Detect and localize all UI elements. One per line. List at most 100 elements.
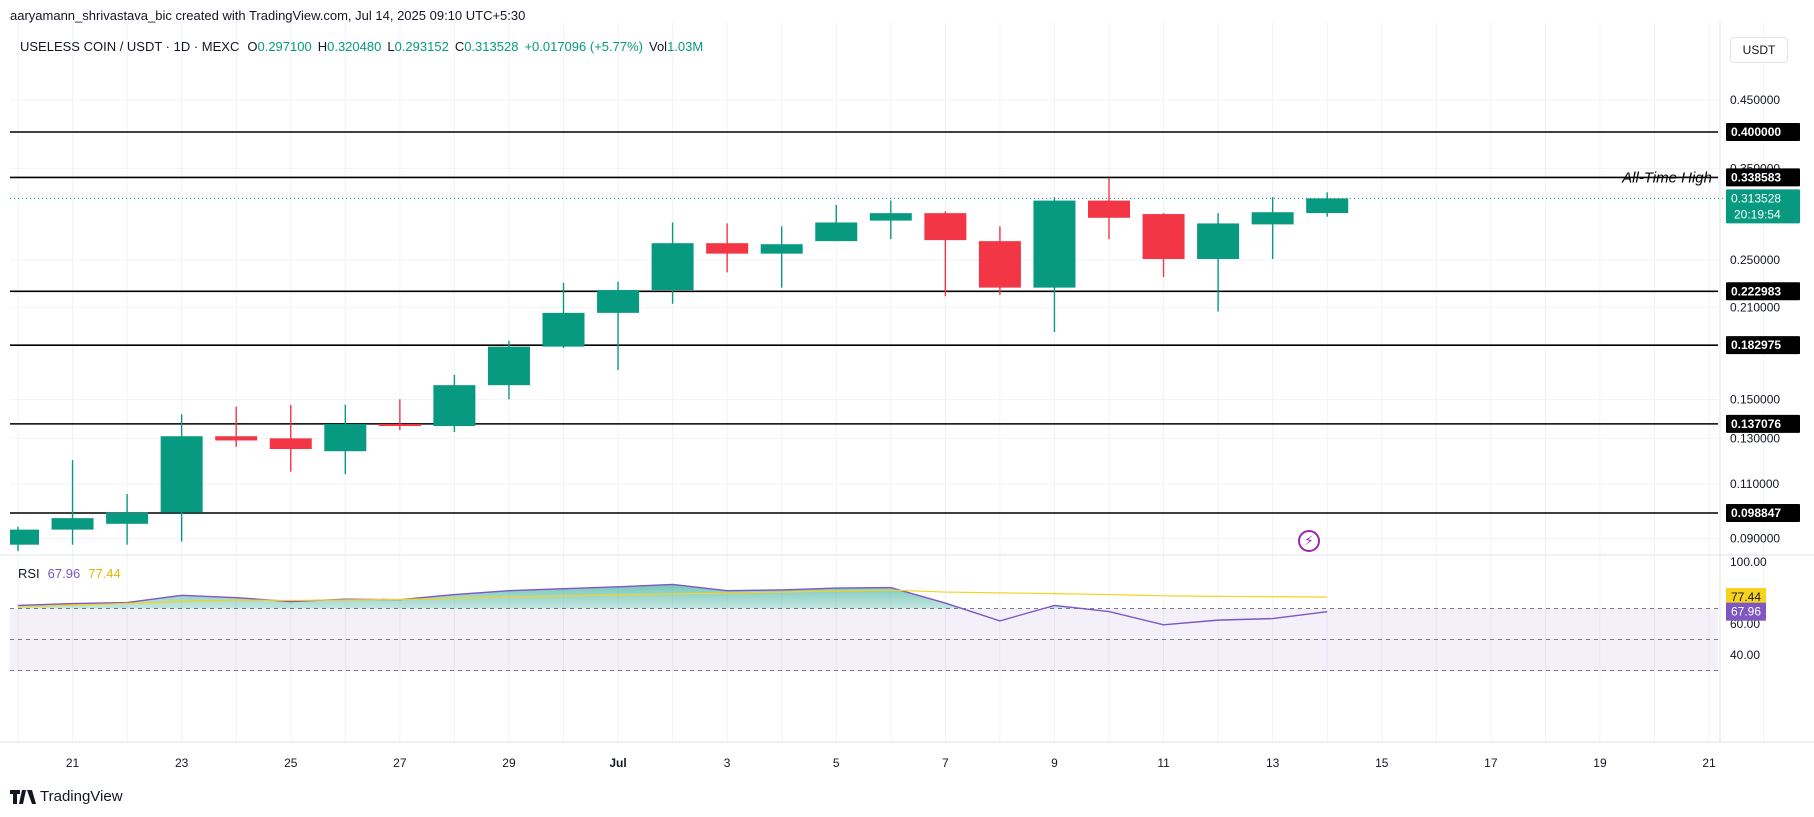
high-label: H <box>317 39 328 54</box>
candle-body <box>542 312 585 347</box>
x-tick-label: 23 <box>175 756 189 770</box>
open-value: 0.297100 <box>257 39 312 54</box>
x-tick-label: 19 <box>1593 756 1607 770</box>
level-price-tag <box>1726 504 1800 522</box>
high-value: 0.320480 <box>327 39 382 54</box>
rsi-ma-tag <box>1726 587 1766 606</box>
x-tick-label: 27 <box>393 756 407 770</box>
rsi-ma-tag-label: 77.44 <box>1731 590 1761 604</box>
x-tick-label: 17 <box>1484 756 1498 770</box>
ath-annotation: All-Time High <box>1621 169 1712 186</box>
change-value: +0.017096 (+5.77%) <box>524 39 643 54</box>
candle-body <box>597 290 640 313</box>
rsi-y-tick-label: 100.00 <box>1730 555 1767 569</box>
candle-body <box>106 512 149 524</box>
level-price-label: 0.400000 <box>1731 125 1781 139</box>
candle-body <box>378 424 421 427</box>
last-price-label: 0.313528 <box>1731 191 1781 205</box>
level-price-tag <box>1726 282 1800 301</box>
candle-body <box>924 213 967 241</box>
level-price-label: 0.338583 <box>1731 170 1781 184</box>
last-price-tag <box>1726 189 1800 224</box>
rsi-overbought-fill <box>18 584 1328 609</box>
candle-body <box>651 243 694 291</box>
close-value: 0.313528 <box>464 39 519 54</box>
candle-body <box>51 518 94 530</box>
tradingview-brand: TradingView <box>40 788 123 805</box>
volume-label: Vol <box>648 39 668 54</box>
ohlc-legend: USELESS COIN / USDT · 1D · MEXC O0.29710… <box>20 39 703 54</box>
y-tick-label: 0.130000 <box>1730 431 1780 445</box>
rsi-value: 67.96 <box>47 566 81 581</box>
x-tick-label: 21 <box>1702 756 1716 770</box>
volume-value: 1.03M <box>667 39 704 54</box>
rsi-title[interactable]: RSI <box>18 566 40 581</box>
x-tick-label: 13 <box>1266 756 1280 770</box>
x-tick-label: 9 <box>1051 756 1058 770</box>
candle-body <box>10 529 39 545</box>
candle-body <box>487 346 530 386</box>
level-price-label: 0.137076 <box>1731 417 1781 431</box>
lightning-icon[interactable]: ⚡ <box>1298 530 1320 552</box>
y-tick-label: 0.250000 <box>1730 253 1780 267</box>
y-tick-label: 0.090000 <box>1730 532 1780 546</box>
x-tick-label: 25 <box>284 756 298 770</box>
x-tick-label: 21 <box>66 756 80 770</box>
candle-body <box>160 436 203 513</box>
x-tick-label: 3 <box>724 756 731 770</box>
rsi-legend: RSI 67.96 77.44 <box>18 566 121 581</box>
candle-body <box>269 438 312 450</box>
rsi-line <box>17 583 1328 626</box>
y-tick-label: 0.110000 <box>1730 477 1779 491</box>
rsi-ma-value: 77.44 <box>88 566 121 581</box>
low-value: 0.293152 <box>394 39 449 54</box>
candle-body <box>706 243 749 254</box>
rsi-ma-line <box>17 589 1328 608</box>
close-label: C <box>454 39 465 54</box>
candle-body <box>1251 212 1294 225</box>
tradingview-logo[interactable]: TradingView <box>10 788 123 805</box>
candle-body <box>433 385 476 427</box>
open-label: O <box>247 39 258 54</box>
currency-button[interactable]: USDT <box>1730 37 1788 63</box>
y-tick-label: 0.450000 <box>1730 93 1780 107</box>
x-tick-label: 15 <box>1375 756 1389 770</box>
candle-body <box>1033 200 1076 288</box>
candle-body <box>1306 198 1349 214</box>
x-tick-label: Jul <box>609 756 626 770</box>
x-tick-label: 11 <box>1157 756 1170 770</box>
candle-body <box>1088 200 1130 218</box>
countdown-label: 20:19:54 <box>1734 207 1781 221</box>
candle-body <box>215 436 258 441</box>
grid-lines <box>10 22 1765 742</box>
level-price-label: 0.182975 <box>1731 338 1781 352</box>
candles <box>10 177 1349 551</box>
candle-body <box>324 424 367 452</box>
level-price-tag <box>1726 414 1800 433</box>
rsi-tag-label: 67.96 <box>1731 605 1761 619</box>
symbol-label[interactable]: USELESS COIN / USDT · 1D · MEXC <box>20 39 240 54</box>
candle-body <box>978 241 1021 288</box>
level-price-tag <box>1726 336 1800 355</box>
level-price-tag <box>1726 168 1800 187</box>
candle-body <box>869 213 912 221</box>
tradingview-icon <box>10 789 36 804</box>
rsi-y-tick-label: 40.00 <box>1730 648 1760 662</box>
candle-body <box>815 222 858 242</box>
x-tick-label: 7 <box>942 756 949 770</box>
x-tick-label: 29 <box>502 756 516 770</box>
level-price-label: 0.222983 <box>1731 284 1781 298</box>
candle-body <box>760 244 803 254</box>
attribution-text: aaryamann_shrivastava_bic created with T… <box>10 8 526 23</box>
candle-body <box>1197 223 1240 260</box>
candle-body <box>1142 214 1185 260</box>
level-price-tag <box>1726 123 1800 141</box>
rsi-band-fill <box>10 608 1718 671</box>
x-tick-label: 5 <box>833 756 840 770</box>
rsi-tag <box>1726 602 1766 621</box>
level-price-label: 0.098847 <box>1731 506 1781 520</box>
x-axis: 21 23 25 27 29 Jul 3 5 7 9 11 13 15 17 19 21 <box>66 756 1716 770</box>
y-tick-label: 0.150000 <box>1730 392 1780 406</box>
